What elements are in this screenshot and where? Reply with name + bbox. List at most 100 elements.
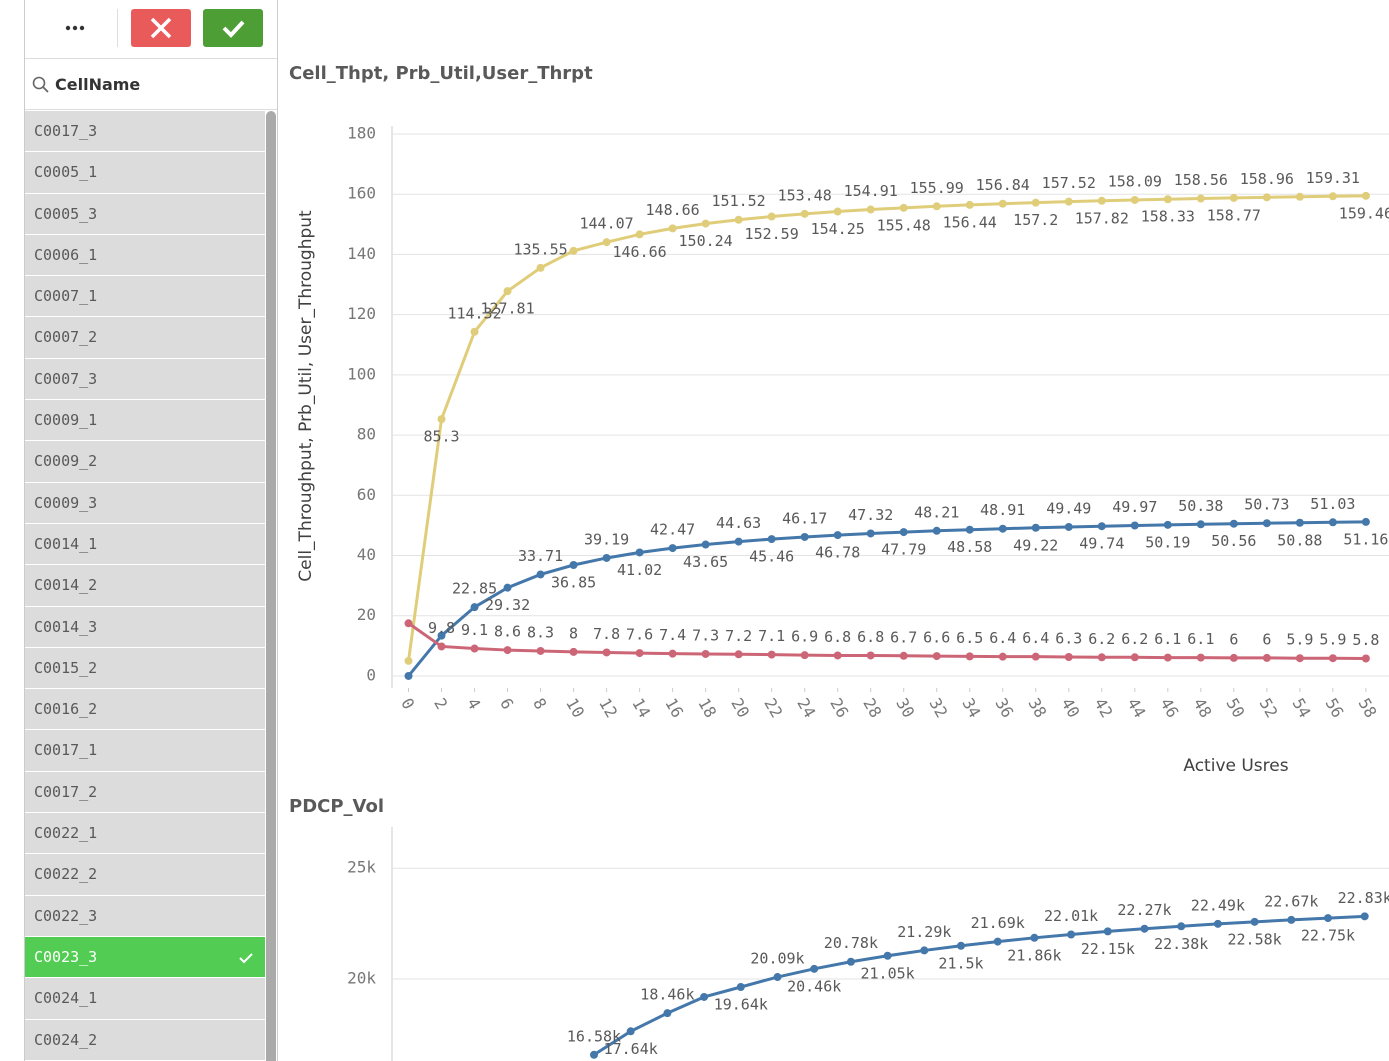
data-label: 5.9 bbox=[1286, 631, 1313, 649]
data-point bbox=[767, 535, 776, 544]
data-point bbox=[965, 200, 974, 209]
confirm-button[interactable] bbox=[203, 9, 263, 47]
data-label: 6.1 bbox=[1187, 630, 1214, 648]
data-point bbox=[993, 937, 1002, 946]
list-item[interactable]: C0014_1 bbox=[25, 523, 265, 566]
data-label: 8 bbox=[569, 624, 578, 642]
data-point bbox=[1130, 521, 1139, 530]
data-point bbox=[773, 973, 782, 982]
data-label: 44.63 bbox=[716, 514, 761, 532]
data-point bbox=[1064, 197, 1073, 206]
list-item[interactable]: C0022_2 bbox=[25, 854, 265, 896]
x-tick-label: 4 bbox=[463, 695, 484, 713]
x-tick-label: 38 bbox=[1024, 695, 1050, 721]
data-label: 48.91 bbox=[980, 501, 1025, 519]
data-point bbox=[1361, 654, 1370, 663]
data-point bbox=[1163, 195, 1172, 204]
item-label: C0005_1 bbox=[34, 163, 98, 182]
data-point bbox=[1067, 930, 1076, 939]
data-label: 8.6 bbox=[494, 623, 521, 641]
list-item[interactable]: C0005_1 bbox=[25, 152, 265, 194]
list-item[interactable]: C0017_2 bbox=[25, 771, 265, 814]
x-tick-label: 50 bbox=[1222, 695, 1248, 721]
data-label: 6.2 bbox=[1088, 630, 1115, 648]
list-item[interactable]: C0006_1 bbox=[25, 234, 265, 277]
data-point bbox=[602, 553, 611, 562]
data-label: 7.6 bbox=[626, 626, 653, 644]
data-label: 21.69k bbox=[971, 914, 1025, 932]
data-point bbox=[503, 646, 512, 655]
list-item[interactable]: C0009_3 bbox=[25, 482, 265, 524]
data-label: 49.74 bbox=[1079, 535, 1124, 553]
list-item[interactable]: C0024_2 bbox=[25, 1019, 265, 1061]
list-item[interactable]: C0022_3 bbox=[25, 895, 265, 937]
data-point bbox=[800, 532, 809, 541]
data-label: 6.2 bbox=[1121, 630, 1148, 648]
x-tick-label: 46 bbox=[1156, 695, 1182, 721]
scrollbar[interactable] bbox=[266, 111, 276, 1061]
data-point bbox=[810, 964, 819, 973]
data-point bbox=[536, 570, 545, 579]
data-point bbox=[1328, 654, 1337, 663]
cancel-button[interactable] bbox=[131, 9, 191, 47]
x-tick-label: 54 bbox=[1289, 695, 1315, 721]
x-tick-label: 6 bbox=[496, 695, 517, 713]
data-point bbox=[668, 224, 677, 233]
data-point bbox=[1328, 192, 1337, 201]
list-item[interactable]: C0007_3 bbox=[25, 358, 265, 401]
data-point bbox=[663, 1009, 672, 1018]
item-label: C0016_2 bbox=[34, 700, 98, 719]
more-button[interactable] bbox=[55, 9, 95, 47]
x-tick-label: 56 bbox=[1322, 695, 1348, 721]
list-item[interactable]: C0017_1 bbox=[25, 730, 265, 772]
x-tick-label: 14 bbox=[628, 695, 654, 721]
data-label: 20.78k bbox=[824, 934, 878, 952]
list-item[interactable]: C0007_2 bbox=[25, 317, 265, 359]
list-item[interactable]: C0022_1 bbox=[25, 813, 265, 855]
item-label: C0017_2 bbox=[34, 782, 98, 801]
data-point bbox=[470, 327, 479, 336]
data-point bbox=[1229, 193, 1238, 202]
list-item[interactable]: C0016_2 bbox=[25, 689, 265, 731]
data-label: 144.07 bbox=[579, 215, 633, 233]
list-item[interactable]: C0023_3 bbox=[25, 936, 265, 979]
x-tick-label: 20 bbox=[727, 695, 753, 721]
data-label: 152.59 bbox=[745, 225, 799, 243]
data-label: 21.5k bbox=[938, 954, 983, 972]
data-point bbox=[1097, 522, 1106, 531]
list-item[interactable]: C0014_2 bbox=[25, 565, 265, 607]
x-tick-label: 36 bbox=[991, 695, 1017, 721]
data-point bbox=[734, 537, 743, 546]
item-label: C0009_1 bbox=[34, 411, 98, 430]
list-item[interactable]: C0017_3 bbox=[25, 111, 265, 153]
data-point bbox=[1064, 652, 1073, 661]
search-row[interactable]: CellName bbox=[25, 59, 277, 110]
data-label: 6.5 bbox=[956, 629, 983, 647]
list-item[interactable]: C0009_1 bbox=[25, 400, 265, 442]
x-tick-label: 10 bbox=[562, 695, 588, 721]
data-label: 148.66 bbox=[646, 201, 700, 219]
data-label: 22.49k bbox=[1191, 896, 1245, 914]
list-item[interactable]: C0014_3 bbox=[25, 606, 265, 648]
data-point bbox=[833, 531, 842, 540]
data-label: 6.4 bbox=[1022, 629, 1049, 647]
data-label: 22.58k bbox=[1228, 930, 1282, 948]
data-point bbox=[965, 652, 974, 661]
list-item[interactable]: C0009_2 bbox=[25, 441, 265, 483]
x-tick-label: 8 bbox=[529, 695, 550, 713]
list-item[interactable]: C0005_3 bbox=[25, 193, 265, 235]
list-item[interactable]: C0024_1 bbox=[25, 978, 265, 1020]
data-label: 156.44 bbox=[943, 213, 997, 231]
data-point bbox=[536, 263, 545, 272]
data-point bbox=[800, 209, 809, 218]
data-label: 20.46k bbox=[787, 977, 841, 995]
data-label: 6.1 bbox=[1154, 630, 1181, 648]
data-label: 155.48 bbox=[877, 216, 931, 234]
data-point bbox=[932, 526, 941, 535]
data-label: 50.38 bbox=[1178, 497, 1223, 515]
data-point bbox=[767, 212, 776, 221]
data-label: 6.4 bbox=[989, 629, 1016, 647]
list-item[interactable]: C0015_2 bbox=[25, 647, 265, 690]
list-item[interactable]: C0007_1 bbox=[25, 276, 265, 318]
